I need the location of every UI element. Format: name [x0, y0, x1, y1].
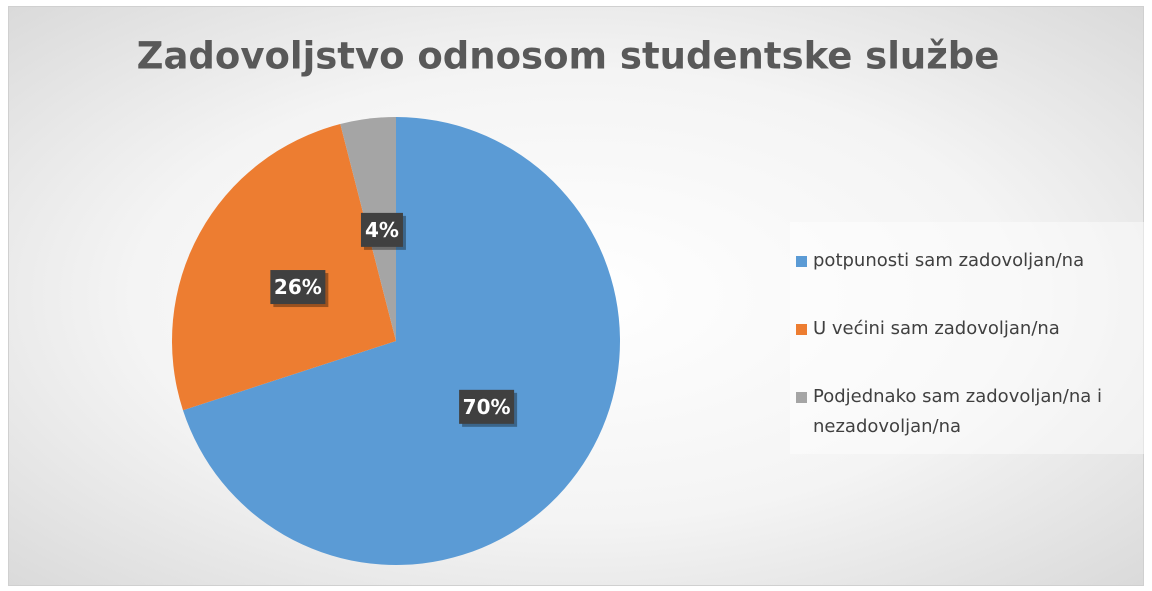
- data-label: 70%: [463, 395, 511, 419]
- legend-label: U većini sam zadovoljan/na: [813, 318, 1060, 339]
- legend-label: potpunosti sam zadovoljan/na: [813, 250, 1085, 271]
- data-label-box: [360, 212, 403, 247]
- legend-swatch: [796, 324, 807, 335]
- legend-item: U većini sam zadovoljan/na: [796, 314, 1146, 344]
- legend-swatch: [796, 392, 807, 403]
- pie-slice: [171, 124, 396, 411]
- legend-swatch: [796, 256, 807, 267]
- pie-slice: [182, 117, 621, 566]
- data-label: 26%: [274, 275, 322, 299]
- data-label-box: [459, 389, 515, 424]
- data-label-box: [270, 270, 326, 305]
- chart-title: Zadovoljstvo odnosom studentske službe: [137, 35, 1000, 78]
- legend: potpunosti sam zadovoljan/na U većini sam…: [790, 222, 1152, 454]
- data-label: 4%: [365, 218, 399, 242]
- legend-item: Podjednako sam zadovoljan/na i nezadovol…: [796, 382, 1146, 442]
- legend-item: potpunosti sam zadovoljan/na: [796, 246, 1146, 276]
- legend-label: Podjednako sam zadovoljan/na i nezadovol…: [813, 386, 1103, 437]
